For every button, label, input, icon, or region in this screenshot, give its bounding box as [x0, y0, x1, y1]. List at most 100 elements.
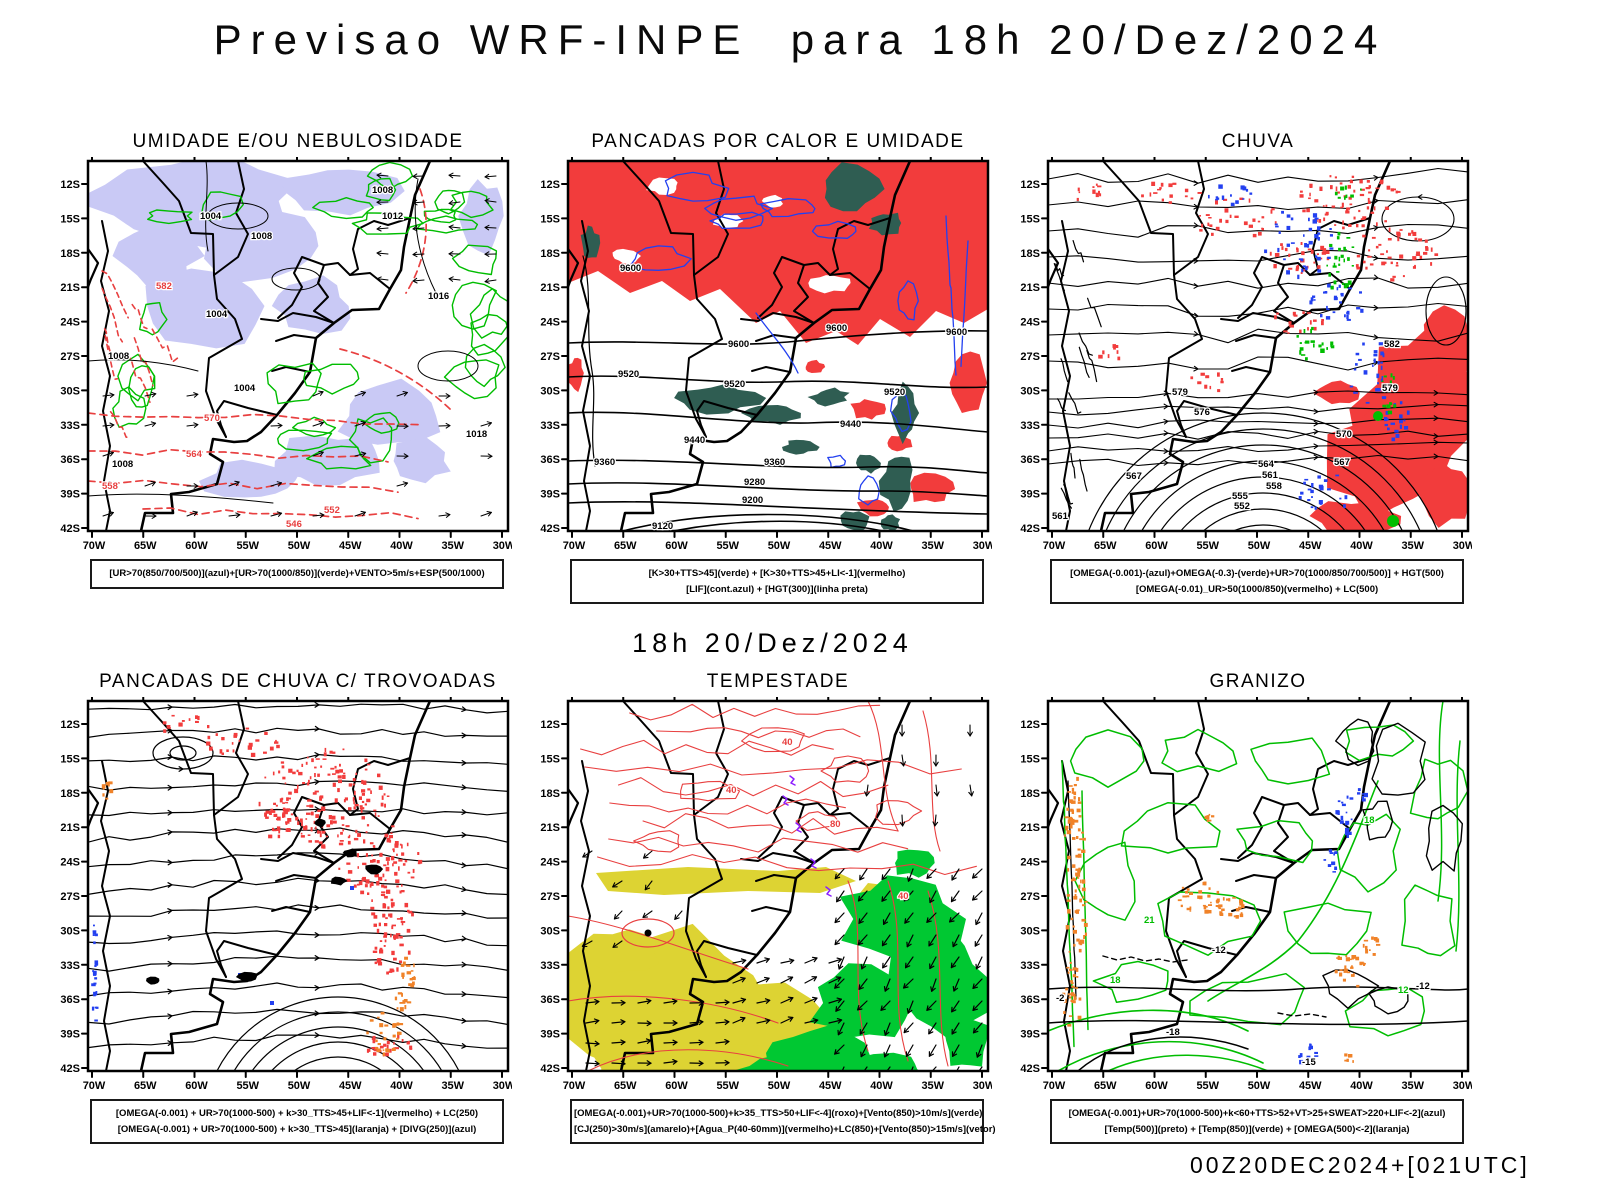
svg-text:9440: 9440 — [684, 435, 705, 446]
svg-text:30S: 30S — [1020, 925, 1040, 937]
svg-text:30W: 30W — [973, 540, 992, 552]
svg-text:45W: 45W — [1299, 1080, 1322, 1092]
svg-text:18S: 18S — [1020, 788, 1040, 800]
svg-text:579: 579 — [1172, 387, 1188, 398]
svg-text:1016: 1016 — [428, 291, 449, 302]
svg-text:15S: 15S — [60, 753, 80, 765]
svg-text:9600: 9600 — [826, 323, 847, 334]
svg-text:30W: 30W — [973, 1080, 992, 1092]
svg-text:1012: 1012 — [382, 211, 403, 222]
legend-caption: [OMEGA(-0.001)-(azul)+OMEGA(-0.3)-(verde… — [1050, 559, 1464, 605]
svg-text:582: 582 — [1384, 339, 1400, 350]
caption-line: [OMEGA(-0.001)-(azul)+OMEGA(-0.3)-(verde… — [1070, 568, 1444, 579]
svg-text:42S: 42S — [540, 1063, 560, 1075]
svg-text:35W: 35W — [441, 1080, 464, 1092]
svg-text:42S: 42S — [60, 1063, 80, 1075]
svg-text:39S: 39S — [540, 489, 560, 501]
svg-text:30W: 30W — [1453, 1080, 1472, 1092]
svg-text:1018: 1018 — [466, 429, 487, 440]
svg-text:18S: 18S — [1020, 248, 1040, 260]
svg-text:12S: 12S — [1020, 179, 1040, 191]
svg-text:45W: 45W — [819, 540, 842, 552]
svg-text:55W: 55W — [1196, 1080, 1219, 1092]
svg-text:9520: 9520 — [884, 387, 905, 398]
legend-caption: [K>30+TTS>45](verde) + [K>30+TTS>45+LI<-… — [570, 559, 984, 605]
caption-line: [OMEGA(-0.001)+UR>70(1000-500)+k<60+TTS>… — [1068, 1108, 1446, 1119]
svg-text:570: 570 — [1336, 429, 1352, 440]
svg-text:42S: 42S — [1020, 1063, 1040, 1075]
svg-text:70W: 70W — [83, 540, 106, 552]
svg-text:60W: 60W — [185, 540, 208, 552]
svg-text:567: 567 — [1334, 457, 1350, 468]
svg-text:36S: 36S — [60, 454, 80, 466]
svg-text:12S: 12S — [540, 719, 560, 731]
svg-text:546: 546 — [286, 519, 302, 530]
legend-caption: [UR>70(850/700/500)](azul)+[UR>70(1000/8… — [90, 559, 504, 589]
svg-text:21S: 21S — [60, 822, 80, 834]
svg-text:50W: 50W — [768, 1080, 791, 1092]
panel-title: CHUVA — [1221, 131, 1295, 152]
svg-text:33S: 33S — [1020, 420, 1040, 432]
svg-text:-2: -2 — [1056, 993, 1064, 1004]
svg-text:9360: 9360 — [594, 457, 615, 468]
caption-line: [OMEGA(-0.01)_UR>50(1000/850)(vermelho) … — [1135, 583, 1379, 595]
svg-text:36S: 36S — [60, 994, 80, 1006]
svg-text:9520: 9520 — [724, 379, 745, 390]
svg-text:27S: 27S — [60, 351, 80, 363]
svg-text:35W: 35W — [921, 1080, 944, 1092]
svg-text:45W: 45W — [819, 1080, 842, 1092]
svg-text:24S: 24S — [60, 317, 80, 329]
svg-text:80: 80 — [830, 819, 841, 830]
svg-text:55W: 55W — [716, 540, 739, 552]
svg-text:15S: 15S — [1020, 753, 1040, 765]
svg-text:9600: 9600 — [728, 339, 749, 350]
svg-text:18S: 18S — [540, 788, 560, 800]
svg-text:60W: 60W — [665, 540, 688, 552]
svg-text:36S: 36S — [540, 454, 560, 466]
caption-line: [Temp(500)](preto) + [Temp(850)](verde) … — [1104, 1123, 1410, 1135]
svg-text:65W: 65W — [614, 1080, 637, 1092]
svg-text:1008: 1008 — [112, 459, 133, 470]
svg-text:570: 570 — [204, 413, 220, 424]
svg-text:35W: 35W — [441, 540, 464, 552]
center-date: 18h 20/Dez/2024 — [632, 628, 913, 658]
svg-text:552: 552 — [324, 505, 340, 516]
panel-trovoadas: PANCADAS DE CHUVA C/ TROVOADAS 12S 15S 18S… — [54, 671, 524, 1145]
svg-text:39S: 39S — [60, 1029, 80, 1041]
svg-text:18S: 18S — [540, 248, 560, 260]
caption-line: [LIF](cont.azul) + [HGT(300)](linha pret… — [686, 583, 868, 595]
svg-text:33S: 33S — [540, 420, 560, 432]
svg-text:65W: 65W — [134, 1080, 157, 1092]
svg-text:9360: 9360 — [764, 457, 785, 468]
svg-text:45W: 45W — [339, 540, 362, 552]
svg-text:24S: 24S — [60, 857, 80, 869]
svg-text:9600: 9600 — [620, 263, 641, 274]
svg-text:18: 18 — [1110, 975, 1121, 986]
caption-line: [CJ(250)>30m/s](amarelo)+[Agua_P(40-60mm… — [574, 1123, 996, 1135]
caption-line: [OMEGA(-0.001) + UR>70(1000-500) + k>30_… — [117, 1123, 477, 1135]
svg-text:30S: 30S — [1020, 385, 1040, 397]
svg-text:12S: 12S — [60, 179, 80, 191]
svg-text:9200: 9200 — [742, 495, 763, 506]
svg-text:30W: 30W — [1453, 540, 1472, 552]
svg-text:21S: 21S — [540, 282, 560, 294]
svg-text:55W: 55W — [236, 1080, 259, 1092]
svg-text:30W: 30W — [493, 540, 512, 552]
svg-text:-15: -15 — [1302, 1057, 1316, 1068]
svg-text:65W: 65W — [134, 540, 157, 552]
svg-text:35W: 35W — [1401, 1080, 1424, 1092]
panel-granizo: GRANIZO 12S 15S 18S 21S 24S 27S 30S 33S 36S 39S 42… — [1014, 671, 1484, 1145]
svg-text:40W: 40W — [870, 540, 893, 552]
svg-text:12: 12 — [1398, 985, 1409, 996]
svg-text:55W: 55W — [236, 540, 259, 552]
svg-text:24S: 24S — [540, 857, 560, 869]
svg-text:39S: 39S — [1020, 1029, 1040, 1041]
svg-text:579: 579 — [1382, 383, 1398, 394]
svg-text:50W: 50W — [288, 1080, 311, 1092]
svg-text:1008: 1008 — [108, 351, 129, 362]
panel-title: UMIDADE E/OU NEBULOSIDADE — [132, 131, 464, 152]
svg-text:70W: 70W — [83, 1080, 106, 1092]
svg-text:55W: 55W — [716, 1080, 739, 1092]
